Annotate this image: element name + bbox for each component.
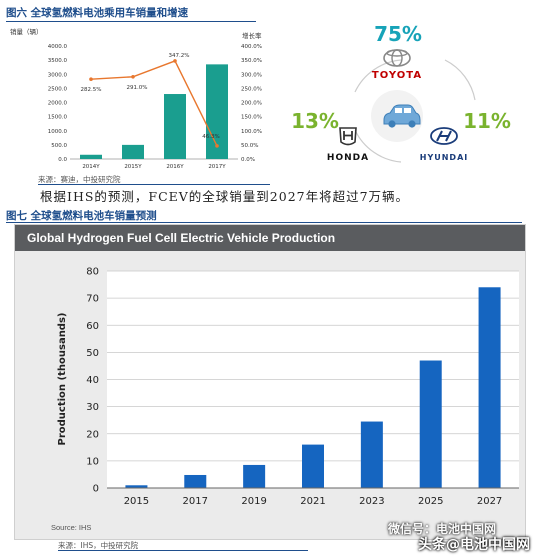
left-tick-label: 500.0 [51, 143, 67, 149]
toyota-logo [383, 49, 411, 67]
y-tick-label: 30 [86, 402, 99, 413]
production-bar [360, 421, 383, 488]
x-tick-label: 2017 [183, 496, 208, 507]
x-tick-label: 2016Y [166, 164, 184, 170]
left-tick-label: 4000.0 [48, 44, 68, 50]
growth-point [89, 77, 93, 81]
sales-bar [164, 94, 186, 159]
watermark-toutiao: 头条@电池中国网 [418, 537, 530, 553]
brand-share-graphic: 75% TOYOTA 13% HONDA 11% HYUNDAI [291, 22, 511, 163]
right-axis-label: 增长率 [242, 31, 262, 40]
y-tick-label: 50 [86, 348, 99, 359]
figure-6-source: 来源：赛迪，中投研究院 [38, 175, 121, 184]
hyundai-share: 11% [463, 109, 511, 133]
x-tick-label: 2014Y [82, 164, 100, 170]
arc-decoration [354, 129, 402, 163]
left-tick-label: 2500.0 [48, 86, 68, 92]
figure-7-rule [6, 222, 522, 223]
y-tick-label: 20 [86, 429, 99, 440]
production-bar [184, 474, 207, 488]
hyundai-name: HYUNDAI [420, 153, 469, 162]
x-tick-label: 2015 [124, 496, 149, 507]
growth-data-label: 282.5% [81, 87, 102, 93]
production-bar [125, 485, 148, 488]
arc-decoration [354, 59, 402, 93]
body-paragraph: 根据IHS的预测，FCEV的全球销量到2027年将超过7万辆。 [40, 189, 410, 204]
x-tick-label: 2025 [418, 496, 443, 507]
sales-bar [80, 154, 102, 159]
left-tick-label: 1500.0 [48, 115, 68, 121]
chart-title: Global Hydrogen Fuel Cell Electric Vehic… [15, 225, 525, 251]
y-tick-label: 80 [86, 267, 99, 278]
left-tick-label: 1000.0 [48, 129, 68, 135]
y-tick-label: 60 [86, 321, 99, 332]
x-tick-label: 2021 [300, 496, 325, 507]
figure-6-source-rule [38, 184, 270, 185]
honda-share: 13% [291, 109, 339, 133]
right-tick-label: 0.0% [241, 157, 255, 163]
car-icon [383, 104, 421, 128]
honda-logo [339, 127, 357, 146]
right-tick-label: 100.0% [241, 129, 262, 135]
right-tick-label: 300.0% [241, 72, 262, 78]
figure-7-caption: 图七 全球氢燃料电池车销量预测 [6, 210, 157, 222]
left-tick-label: 0.0 [58, 157, 67, 163]
growth-point [173, 59, 177, 63]
figure-6-caption: 图六 全球氢燃料电池乘用车销量和增速 [6, 7, 189, 19]
figure-7-source-rule [58, 550, 308, 551]
production-bar [302, 444, 324, 488]
y-axis-label: Production (thousands) [57, 313, 68, 446]
x-tick-label: 2023 [359, 496, 384, 507]
growth-data-label: 291.0% [127, 85, 148, 91]
toyota-name: TOYOTA [372, 70, 422, 81]
y-tick-label: 70 [86, 294, 99, 305]
right-tick-label: 200.0% [241, 101, 262, 107]
y-tick-label: 0 [93, 484, 99, 495]
left-axis-label: 销量（辆） [10, 27, 43, 36]
production-bar [419, 360, 442, 488]
y-tick-label: 10 [86, 456, 99, 467]
toyota-share: 75% [374, 22, 422, 46]
arc-decoration [444, 59, 476, 101]
growth-point [131, 74, 135, 79]
right-tick-label: 150.0% [241, 115, 262, 121]
production-chart-panel: Global Hydrogen Fuel Cell Electric Vehic… [14, 224, 526, 540]
growth-point [215, 144, 219, 148]
y-tick-label: 40 [86, 375, 99, 386]
left-tick-label: 2000.0 [48, 101, 68, 107]
right-tick-label: 50.0% [241, 143, 258, 149]
watermark-wechat: 微信号：电池中国网 [388, 522, 497, 536]
x-tick-label: 2017Y [208, 164, 226, 170]
hyundai-logo [430, 127, 458, 145]
left-tick-label: 3000.0 [48, 72, 68, 78]
growth-data-label: 347.2% [169, 53, 190, 59]
figure-7-source: 来源：IHS，中投研究院 [58, 541, 139, 550]
production-bar [243, 464, 266, 488]
honda-name: HONDA [327, 153, 369, 163]
chart-fcev-production: 0 10 20 30 40 50 60 70 80 2015 2017 2019 2021 2023 20… [57, 267, 519, 507]
growth-rate-line [90, 60, 218, 147]
x-tick-label: 2015Y [124, 164, 142, 170]
right-tick-label: 400.0% [241, 44, 262, 50]
right-tick-label: 250.0% [241, 86, 262, 92]
figure-6-rule [6, 21, 256, 22]
x-tick-label: 2027 [477, 496, 502, 507]
left-tick-label: 3500.0 [48, 58, 68, 64]
chart-fcev-sales-growth: 销量（辆） 增长率 0.0 500.0 1000.0 1500.0 2000.0 2500… [10, 27, 262, 170]
production-bar [478, 287, 501, 488]
panel-source: Source: IHS [51, 523, 92, 532]
right-tick-label: 350.0% [241, 58, 262, 64]
x-tick-label: 2019 [241, 496, 266, 507]
sales-bar [122, 144, 144, 159]
growth-data-label: 46.3% [202, 134, 219, 140]
